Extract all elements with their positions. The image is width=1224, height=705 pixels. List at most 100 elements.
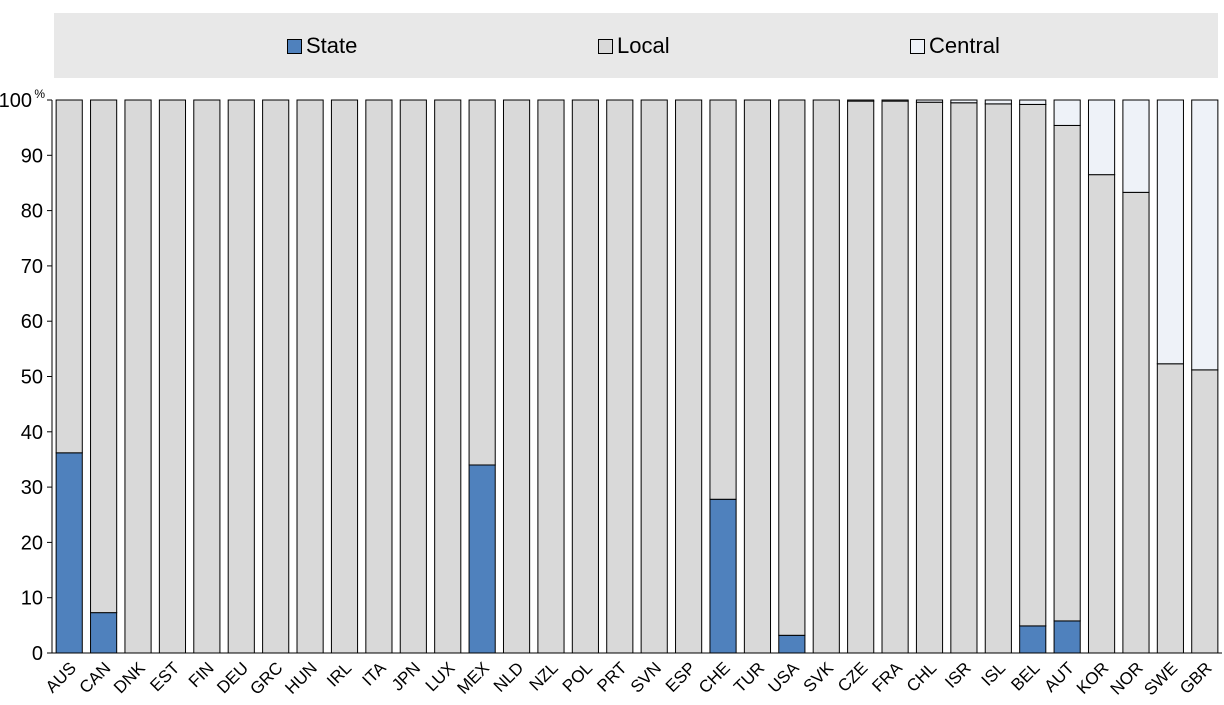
bar-local-hun: [296, 99, 324, 654]
legend-label-central: Central: [929, 33, 1000, 58]
x-tick-label-can: CAN: [76, 658, 115, 697]
bar-local-kor: [1087, 174, 1116, 654]
y-tick-label: 10: [21, 588, 43, 610]
x-tick-label-aus: AUS: [42, 658, 80, 696]
bar-local-svk: [812, 99, 840, 654]
bar-local-can: [90, 99, 118, 614]
x-tick-label-jpn: JPN: [388, 658, 424, 694]
bar-local-fin: [193, 99, 221, 654]
x-tick-label-cze: CZE: [834, 658, 871, 695]
x-tick-label-usa: USA: [765, 658, 804, 697]
y-tick-label: 30: [21, 477, 43, 499]
bar-central-bel: [1019, 99, 1047, 105]
x-tick-label-nld: NLD: [490, 658, 527, 695]
x-tick-label-tur: TUR: [730, 658, 768, 696]
x-tick-label-ita: ITA: [358, 658, 390, 690]
legend-item-central: Central: [910, 33, 1000, 58]
y-axis: 0 10 20 30 40 50 60 70 80 90 100%: [0, 87, 53, 665]
bar-local-irl: [330, 99, 359, 654]
x-tick-label-dnk: DNK: [110, 658, 149, 697]
legend-swatch-local: [598, 38, 613, 54]
bar-central-isl: [984, 99, 1012, 105]
bar-local-gbr: [1191, 369, 1219, 654]
x-tick-label-gbr: GBR: [1176, 658, 1215, 697]
bar-local-ita: [365, 99, 393, 654]
bar-central-chl: [915, 99, 944, 103]
y-tick-label: 60: [21, 311, 43, 333]
bar-local-jpn: [399, 99, 427, 654]
x-tick-label-svn: SVN: [627, 658, 665, 696]
bar-local-aus: [55, 99, 83, 454]
x-tick-label-prt: PRT: [593, 658, 630, 695]
bar-local-isr: [950, 102, 978, 654]
bar-state-aut: [1053, 620, 1081, 654]
x-tick-label-kor: KOR: [1073, 658, 1112, 697]
bar-local-grc: [262, 99, 290, 654]
bar-local-usa: [778, 99, 806, 636]
y-tick-label: 40: [21, 422, 43, 444]
bar-local-mex: [468, 99, 496, 466]
x-tick-label-grc: GRC: [246, 658, 286, 698]
bar-local-lux: [434, 99, 462, 654]
x-tick-label-isl: ISL: [978, 658, 1009, 689]
bar-state-che: [709, 498, 737, 654]
x-tick-label-chl: CHL: [903, 658, 940, 695]
x-tick-label-che: CHE: [695, 658, 734, 697]
bar-central-nor: [1122, 99, 1150, 193]
x-tick-label-fra: FRA: [868, 658, 906, 696]
bar-central-gbr: [1191, 99, 1219, 371]
bar-central-cze: [847, 99, 875, 102]
bar-local-chl: [915, 101, 944, 654]
bar-state-bel: [1019, 625, 1047, 654]
y-tick-label: 50: [21, 367, 43, 389]
y-tick-label: 100: [0, 90, 32, 112]
bar-state-usa: [778, 634, 806, 654]
bar-local-swe: [1156, 363, 1184, 654]
y-tick-label: 70: [21, 256, 43, 278]
y-unit-label: %: [34, 87, 45, 101]
legend: State Local Central: [54, 13, 1218, 78]
x-tick-label-svk: SVK: [800, 658, 838, 696]
y-tick-label: 20: [21, 532, 43, 554]
x-tick-label-nor: NOR: [1107, 658, 1147, 698]
bar-local-deu: [227, 99, 255, 654]
x-tick-label-bel: BEL: [1007, 658, 1043, 694]
bar-local-esp: [675, 99, 703, 654]
bar-local-est: [158, 99, 187, 654]
bar-local-nld: [502, 99, 531, 654]
legend-label-local: Local: [617, 33, 670, 58]
bar-local-cze: [847, 100, 875, 654]
x-tick-label-isr: ISR: [941, 658, 974, 691]
bar-local-bel: [1019, 103, 1047, 627]
bar-local-nor: [1122, 191, 1150, 654]
legend-swatch-state: [287, 38, 302, 54]
x-tick-label-fin: FIN: [185, 658, 218, 691]
bar-local-isl: [984, 103, 1012, 654]
x-tick-label-irl: IRL: [323, 658, 355, 690]
x-tick-label-deu: DEU: [213, 658, 252, 697]
x-tick-label-esp: ESP: [662, 658, 699, 695]
y-tick-label: 80: [21, 201, 43, 223]
y-tick-label: 0: [32, 643, 43, 665]
x-tick-label-swe: SWE: [1140, 658, 1181, 699]
bar-state-can: [90, 612, 118, 654]
bar-central-kor: [1087, 99, 1116, 176]
bar-central-fra: [881, 99, 909, 102]
bar-central-isr: [950, 99, 978, 104]
bar-central-aut: [1053, 99, 1081, 126]
x-tick-label-hun: HUN: [281, 658, 320, 697]
bar-local-prt: [606, 99, 634, 654]
legend-swatch-central: [910, 38, 925, 54]
bar-central-swe: [1156, 99, 1184, 365]
bar-local-svn: [640, 99, 668, 654]
bar-local-che: [709, 99, 737, 500]
bar-state-mex: [468, 464, 496, 654]
x-tick-label-nzl: NZL: [526, 658, 562, 694]
bar-local-tur: [743, 99, 772, 654]
bar-local-pol: [571, 99, 599, 654]
bar-local-nzl: [537, 99, 565, 654]
y-tick-label: 90: [21, 145, 43, 167]
bar-local-aut: [1053, 124, 1081, 622]
bar-state-aus: [55, 452, 83, 654]
